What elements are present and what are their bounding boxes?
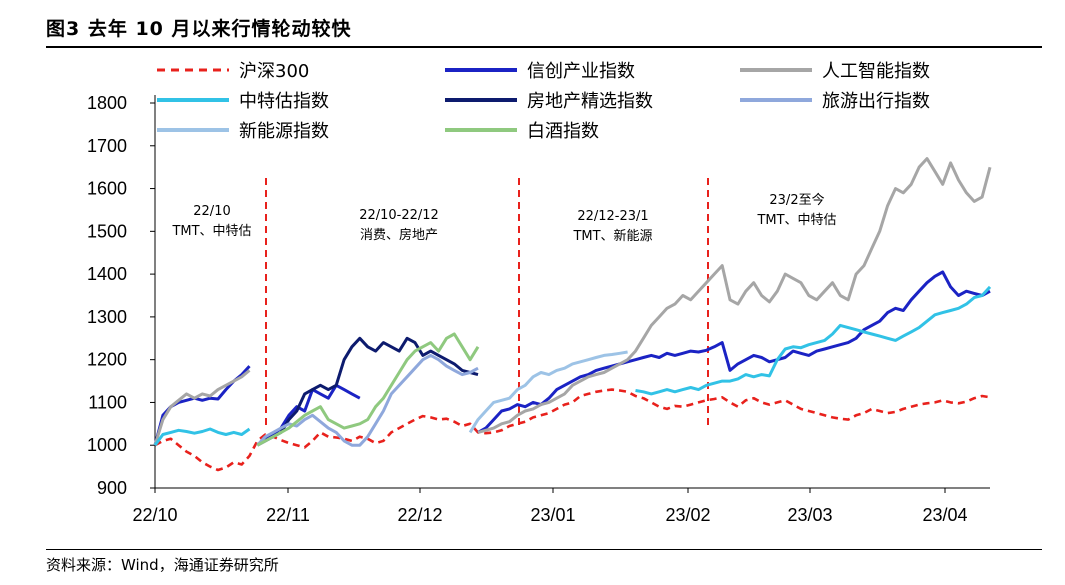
x-tick-label: 23/04: [922, 505, 967, 525]
legend-label: 沪深300: [239, 61, 309, 82]
x-tick-label: 22/10: [132, 505, 177, 525]
x-tick-label: 23/02: [665, 505, 710, 525]
annotation-text: TMT、中特估: [171, 224, 251, 239]
y-tick-label: 1800: [87, 93, 127, 113]
source-rule: [46, 549, 1042, 550]
series-line: [256, 332, 480, 447]
series-line: [153, 369, 251, 446]
period-annotations: 22/10 TMT、中特估 22/10-22/12 消费、房地产 22/12-23/1 T…: [171, 192, 836, 244]
y-tick-label: 1400: [87, 264, 127, 284]
annotation-text: TMT、新能源: [572, 228, 652, 244]
series-line: [468, 350, 628, 434]
series-lines: [153, 157, 992, 472]
x-tick-label: 23/03: [787, 505, 832, 525]
series-line: [256, 336, 479, 447]
x-tick-label: 22/11: [266, 505, 310, 525]
series-line: [477, 270, 991, 434]
legend-label: 新能源指数: [239, 121, 329, 142]
figure-title: 图3 去年 10 月以来行情轮动较快: [46, 18, 352, 40]
axes: 900 1000 1100 1200 1300 1400 1500 1600 1700 1800 2…: [87, 93, 990, 525]
series-line: [256, 353, 479, 447]
y-tick-label: 1500: [87, 221, 127, 241]
y-tick-label: 1200: [87, 350, 127, 370]
source-note: 资料来源：Wind，海通证券研究所: [46, 556, 279, 574]
series-line: [256, 383, 361, 447]
x-tick-label: 23/01: [530, 505, 575, 525]
annotation-text: 23/2至今: [769, 192, 824, 208]
y-tick-label: 900: [97, 478, 127, 498]
annotation-text: TMT、中特估: [756, 213, 836, 228]
annotation-text: 22/10-22/12: [359, 208, 439, 223]
annotation-text: 消费、房地产: [360, 227, 438, 243]
series-line: [635, 285, 992, 396]
series-line: [477, 157, 992, 434]
y-tick-label: 1000: [87, 435, 127, 455]
legend-label: 人工智能指数: [822, 61, 930, 82]
series-line: [153, 427, 251, 447]
legend-label: 旅游出行指数: [822, 91, 930, 112]
annotation-text: 22/12-23/1: [577, 209, 648, 224]
legend-label: 中特估指数: [239, 91, 329, 112]
legend-label: 房地产精选指数: [527, 91, 653, 112]
annotation-text: 22/10: [193, 204, 230, 219]
y-tick-label: 1100: [88, 392, 127, 412]
y-tick-label: 1600: [87, 179, 127, 199]
x-tick-label: 22/12: [397, 505, 442, 525]
legend-label: 信创产业指数: [527, 61, 635, 82]
y-tick-label: 1700: [87, 136, 127, 156]
legend-label: 白酒指数: [527, 121, 599, 142]
series-line: [154, 388, 991, 472]
y-tick-label: 1300: [87, 307, 127, 327]
title-rule: [46, 46, 1042, 48]
